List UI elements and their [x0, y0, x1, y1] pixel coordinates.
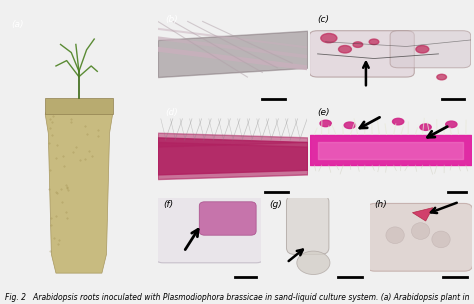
Ellipse shape	[411, 223, 430, 240]
FancyBboxPatch shape	[310, 31, 414, 77]
Text: (f): (f)	[163, 200, 173, 209]
Circle shape	[338, 46, 351, 53]
Ellipse shape	[297, 251, 330, 275]
Text: (e): (e)	[318, 108, 330, 117]
Circle shape	[392, 118, 404, 125]
Polygon shape	[45, 106, 113, 273]
Text: (d): (d)	[165, 108, 178, 117]
Circle shape	[416, 46, 429, 53]
Circle shape	[369, 39, 379, 45]
Circle shape	[344, 122, 356, 129]
Text: (h): (h)	[374, 200, 387, 209]
Ellipse shape	[432, 231, 450, 248]
Text: (c): (c)	[318, 15, 329, 24]
Circle shape	[321, 33, 337, 43]
Text: (a): (a)	[11, 20, 24, 29]
Circle shape	[446, 121, 457, 128]
Ellipse shape	[386, 227, 404, 244]
Text: Fig. 2   Arabidopsis roots inoculated with Plasmodiophora brassicae in sand-liqu: Fig. 2 Arabidopsis roots inoculated with…	[5, 293, 469, 302]
Text: (g): (g)	[269, 200, 282, 209]
Circle shape	[420, 124, 431, 130]
FancyBboxPatch shape	[286, 195, 329, 254]
FancyBboxPatch shape	[199, 202, 256, 235]
FancyBboxPatch shape	[390, 31, 471, 68]
FancyBboxPatch shape	[366, 203, 473, 271]
Polygon shape	[412, 208, 433, 221]
Circle shape	[320, 120, 331, 127]
Polygon shape	[45, 98, 113, 114]
FancyBboxPatch shape	[155, 195, 264, 263]
Text: (b): (b)	[165, 15, 178, 24]
Circle shape	[353, 42, 363, 47]
Circle shape	[437, 74, 447, 80]
